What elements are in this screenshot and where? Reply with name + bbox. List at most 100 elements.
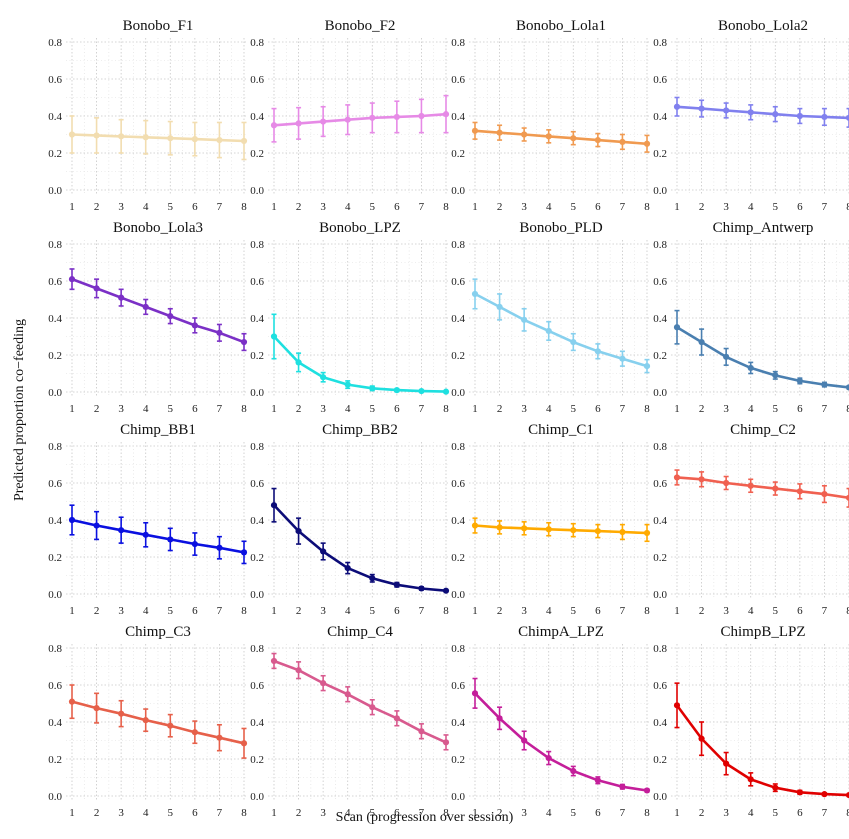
x-tick-label: 4: [345, 201, 351, 213]
x-tick-label: 1: [271, 807, 277, 819]
data-point: [167, 313, 174, 320]
x-tick-label: 1: [69, 807, 75, 819]
x-tick-label: 5: [168, 605, 174, 617]
x-tick-label: 4: [345, 403, 351, 415]
data-point: [344, 691, 351, 698]
data-point: [216, 734, 223, 741]
facet-panel-15: ChimpA_LPZ 0.0 0.2 0.4 0.6 0.8 1 2 3 4 5 6 7 8: [451, 624, 651, 819]
data-point: [698, 735, 705, 742]
data-point: [240, 549, 248, 556]
x-tick-label: 5: [773, 201, 779, 213]
data-point: [442, 739, 450, 746]
x-tick-label: 1: [674, 807, 680, 819]
x-tick-label: 5: [168, 201, 174, 213]
data-point: [191, 322, 198, 329]
y-tick-label: 0.0: [451, 185, 465, 197]
x-tick-label: 7: [419, 605, 425, 617]
y-tick-label: 0.8: [451, 441, 465, 453]
data-point: [393, 113, 400, 121]
y-tick-label: 0.6: [48, 74, 62, 86]
x-tick-label: 2: [94, 807, 100, 819]
data-point: [393, 715, 400, 722]
x-tick-label: 2: [296, 403, 302, 415]
x-tick-label: 6: [192, 605, 198, 617]
x-tick-label: 1: [472, 807, 478, 819]
x-tick-label: 2: [94, 403, 100, 415]
x-tick-label: 3: [521, 403, 527, 415]
x-tick-label: 3: [320, 201, 326, 213]
y-tick-label: 0.0: [653, 387, 667, 399]
x-tick-label: 5: [571, 403, 577, 415]
x-tick-label: 2: [497, 807, 503, 819]
data-point: [240, 740, 248, 747]
x-tick-label: 2: [94, 605, 100, 617]
series-line: [473, 129, 649, 146]
x-tick-label: 7: [419, 807, 425, 819]
data-point: [619, 783, 626, 790]
data-point: [216, 136, 223, 144]
data-point: [845, 114, 849, 121]
y-tick-label: 0.6: [451, 680, 465, 692]
x-tick-label: 1: [674, 403, 680, 415]
x-tick-label: 7: [620, 403, 626, 415]
data-point: [471, 290, 479, 298]
data-point: [723, 479, 730, 487]
data-point: [418, 585, 425, 592]
y-tick-label: 0.2: [653, 148, 667, 160]
x-tick-label: 4: [143, 807, 149, 819]
x-tick-label: 8: [846, 403, 849, 415]
x-tick-label: 6: [797, 605, 803, 617]
data-point: [191, 136, 198, 143]
facet-panel-7: Bonobo_PLD 0.0 0.2 0.4 0.6 0.8 1 2 3 4 5 6 7 8: [451, 220, 651, 415]
data-point: [320, 680, 327, 687]
data-point: [369, 704, 376, 711]
data-point: [496, 129, 503, 136]
facet-panel-1: Bonobo_F1 0.0 0.2 0.4 0.6 0.8 1 2 3 4 5 6 7 8: [48, 18, 248, 213]
data-point: [471, 522, 479, 529]
data-point: [747, 109, 754, 116]
x-tick-label: 4: [546, 605, 552, 617]
series-line: [473, 524, 649, 535]
x-tick-label: 8: [241, 201, 247, 213]
x-tick-label: 8: [644, 201, 650, 213]
data-point: [142, 134, 149, 141]
data-point: [240, 338, 248, 346]
data-point: [295, 359, 302, 366]
series-line: [675, 105, 849, 120]
data-point: [118, 294, 125, 301]
y-tick-label: 0.0: [653, 185, 667, 197]
y-tick-label: 0.2: [451, 754, 465, 766]
x-tick-label: 3: [521, 605, 527, 617]
x-tick-label: 4: [748, 201, 754, 213]
data-point: [142, 303, 149, 310]
x-tick-label: 5: [773, 403, 779, 415]
y-tick-label: 0.0: [48, 185, 62, 197]
y-tick-label: 0.2: [653, 350, 667, 362]
x-tick-label: 2: [699, 201, 705, 213]
x-tick-label: 4: [748, 605, 754, 617]
x-tick-label: 7: [217, 403, 223, 415]
y-tick-label: 0.6: [48, 478, 62, 490]
data-point: [796, 488, 803, 495]
data-point: [570, 135, 577, 142]
x-tick-label: 4: [143, 403, 149, 415]
y-tick-label: 0.4: [653, 717, 667, 729]
y-tick-label: 0.4: [451, 111, 465, 123]
y-tick-label: 0.0: [451, 387, 465, 399]
x-tick-label: 3: [320, 605, 326, 617]
x-tick-label: 2: [497, 605, 503, 617]
facet-panel-12: Chimp_C2 0.0 0.2 0.4 0.6 0.8 1 2 3 4 5 6 7 8: [653, 422, 849, 617]
facet-panel-4: Bonobo_Lola2 0.0 0.2 0.4 0.6 0.8 1 2 3 4 5 6 7 8: [653, 18, 849, 213]
y-tick-label: 0.2: [653, 552, 667, 564]
x-tick-label: 3: [118, 403, 124, 415]
data-point: [796, 377, 803, 384]
x-tick-label: 6: [595, 201, 601, 213]
data-point: [68, 276, 76, 283]
y-tick-label: 0.6: [451, 276, 465, 288]
x-tick-label: 3: [118, 201, 124, 213]
data-point: [118, 133, 125, 140]
data-point: [442, 388, 450, 395]
data-point: [344, 381, 351, 388]
facet-panel-8: Chimp_Antwerp 0.0 0.2 0.4 0.6 0.8 1 2 3 4 5 6 7 8: [653, 220, 849, 415]
